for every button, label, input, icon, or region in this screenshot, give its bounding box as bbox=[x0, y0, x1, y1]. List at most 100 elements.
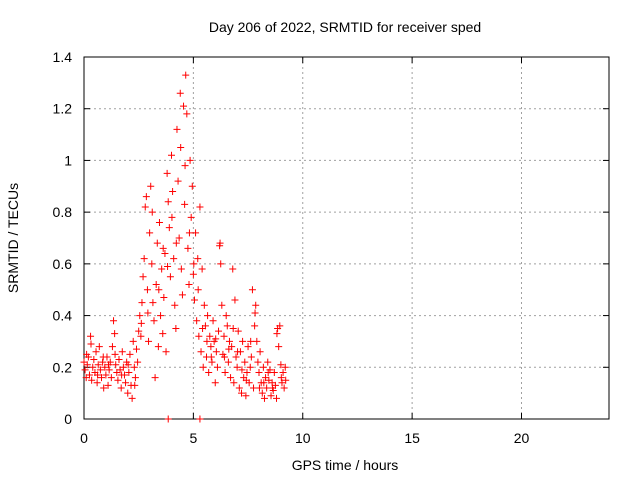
data-point bbox=[235, 384, 243, 392]
data-point bbox=[161, 250, 169, 258]
data-point bbox=[173, 125, 181, 133]
data-point bbox=[117, 384, 125, 392]
data-point bbox=[194, 286, 202, 294]
x-tick-label: 20 bbox=[514, 430, 530, 446]
data-point bbox=[242, 376, 250, 384]
data-point bbox=[185, 281, 193, 289]
data-point bbox=[192, 229, 200, 237]
y-tick-label: 1.2 bbox=[53, 101, 73, 117]
data-point bbox=[159, 244, 167, 252]
data-point bbox=[209, 317, 217, 325]
data-point bbox=[263, 384, 271, 392]
data-point bbox=[107, 374, 115, 382]
data-point bbox=[187, 213, 195, 221]
y-tick-label: 0.2 bbox=[53, 359, 73, 375]
data-point bbox=[229, 265, 237, 273]
data-point bbox=[276, 322, 284, 330]
data-point bbox=[190, 260, 198, 268]
data-point bbox=[254, 358, 262, 366]
data-point bbox=[218, 301, 226, 309]
data-point bbox=[115, 356, 123, 364]
data-point bbox=[197, 348, 205, 356]
data-point bbox=[213, 363, 221, 371]
data-point bbox=[238, 389, 245, 397]
data-point bbox=[135, 327, 143, 335]
data-point bbox=[124, 389, 132, 397]
data-point bbox=[200, 301, 208, 309]
data-point bbox=[172, 239, 180, 247]
data-point bbox=[255, 384, 263, 392]
data-point bbox=[204, 312, 212, 320]
data-point bbox=[176, 89, 184, 97]
data-point bbox=[140, 255, 148, 263]
data-point bbox=[174, 177, 182, 185]
data-point bbox=[189, 270, 197, 278]
data-point bbox=[181, 200, 189, 208]
data-point bbox=[159, 330, 167, 338]
data-point bbox=[93, 379, 101, 387]
data-point bbox=[225, 337, 233, 345]
data-point bbox=[244, 343, 252, 351]
data-point bbox=[170, 255, 178, 263]
data-point bbox=[111, 330, 119, 338]
data-point bbox=[220, 353, 228, 361]
data-point bbox=[147, 182, 155, 190]
data-point bbox=[270, 368, 278, 376]
data-point bbox=[203, 337, 211, 345]
data-point bbox=[90, 356, 98, 364]
x-tick-label: 0 bbox=[80, 430, 88, 446]
data-point bbox=[280, 384, 288, 392]
data-point bbox=[175, 234, 183, 242]
data-point bbox=[267, 392, 275, 400]
data-point bbox=[92, 348, 100, 356]
data-point bbox=[157, 312, 165, 320]
data-point bbox=[144, 309, 152, 317]
data-point bbox=[101, 363, 109, 371]
data-point bbox=[233, 363, 241, 371]
data-point bbox=[163, 169, 171, 177]
data-point bbox=[234, 327, 242, 335]
plot-area-frame bbox=[83, 56, 610, 420]
data-point bbox=[177, 144, 185, 151]
data-point bbox=[253, 337, 261, 345]
data-point bbox=[83, 361, 91, 369]
data-point bbox=[168, 151, 175, 159]
data-point bbox=[206, 332, 214, 340]
data-point bbox=[168, 213, 176, 221]
data-point bbox=[184, 244, 192, 252]
data-point bbox=[227, 374, 235, 382]
data-point bbox=[252, 301, 260, 309]
data-point bbox=[273, 394, 280, 402]
y-tick-label: 0.6 bbox=[53, 256, 73, 272]
data-points bbox=[80, 71, 290, 423]
data-point bbox=[141, 203, 149, 211]
data-point bbox=[212, 348, 220, 356]
data-point bbox=[207, 343, 215, 351]
data-point bbox=[211, 379, 219, 387]
x-tick-label: 15 bbox=[404, 430, 420, 446]
data-point bbox=[122, 379, 130, 387]
data-point bbox=[95, 343, 103, 351]
data-point bbox=[188, 182, 196, 190]
data-point bbox=[131, 381, 139, 389]
data-point bbox=[96, 366, 104, 374]
data-point bbox=[207, 353, 215, 361]
data-point bbox=[224, 358, 232, 366]
x-tick-label: 5 bbox=[189, 430, 197, 446]
data-point bbox=[193, 317, 201, 325]
data-point bbox=[171, 301, 179, 309]
data-point bbox=[190, 296, 198, 304]
data-point bbox=[146, 229, 154, 237]
data-point bbox=[208, 358, 216, 366]
data-point bbox=[105, 366, 113, 374]
data-point bbox=[99, 353, 107, 361]
data-point bbox=[251, 322, 259, 330]
data-point bbox=[247, 353, 255, 361]
data-point bbox=[119, 363, 127, 371]
data-point bbox=[165, 224, 173, 232]
data-point bbox=[220, 332, 228, 340]
data-point bbox=[205, 368, 213, 376]
data-point bbox=[242, 392, 250, 400]
data-point bbox=[138, 299, 146, 307]
data-point bbox=[150, 317, 158, 325]
